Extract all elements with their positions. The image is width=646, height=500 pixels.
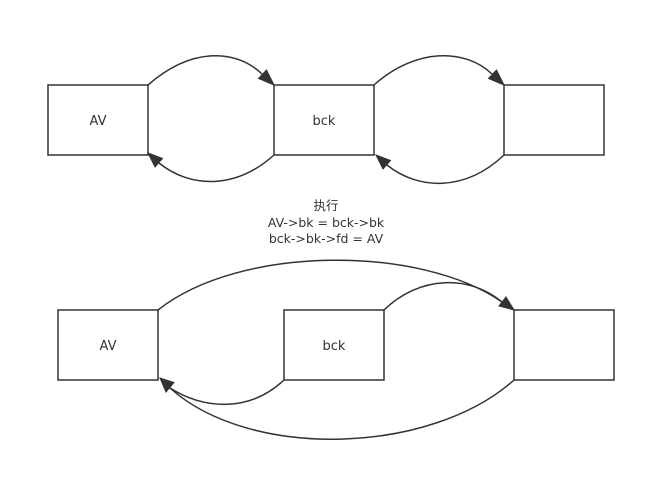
after-node-av-label: AV (100, 339, 117, 354)
after-edge-av-to-third (157, 259, 503, 311)
after-arrowhead-to-av (159, 377, 175, 393)
before-edge-av-to-bck (147, 55, 263, 86)
operation-caption: 执行 AV->bk = bck->bk bck->bk->fd = AV (268, 198, 385, 246)
before-arrowhead-bck-to-av (146, 152, 164, 168)
after-node-bck (283, 309, 385, 381)
after-arrowhead-to-third (498, 296, 516, 311)
after-node-av (57, 309, 159, 381)
before-node-third (503, 84, 605, 156)
before-arrowhead-third-to-bck (374, 154, 392, 170)
after-edge-bck-to-third (383, 282, 503, 311)
before-edge-bck-to-third (373, 55, 493, 86)
before-diagram: AV bck (47, 55, 605, 184)
after-edge-third-to-av (169, 379, 515, 440)
before-node-bck (273, 84, 375, 156)
before-arrowhead-bck-to-third (487, 69, 506, 86)
after-edge-bck-to-av (169, 379, 285, 405)
caption-title: 执行 (313, 198, 338, 213)
before-node-av (47, 84, 149, 156)
before-node-av-label: AV (90, 114, 107, 129)
before-arrowhead-av-to-bck (257, 69, 276, 86)
before-edge-bck-to-av (158, 154, 275, 183)
after-node-bck-label: bck (323, 339, 346, 354)
after-diagram: AV bck (57, 259, 615, 440)
before-edge-third-to-bck (386, 154, 505, 184)
caption-step-1: AV->bk = bck->bk (268, 215, 385, 230)
before-node-bck-label: bck (313, 114, 336, 129)
after-node-third (513, 309, 615, 381)
caption-step-2: bck->bk->fd = AV (269, 231, 384, 246)
